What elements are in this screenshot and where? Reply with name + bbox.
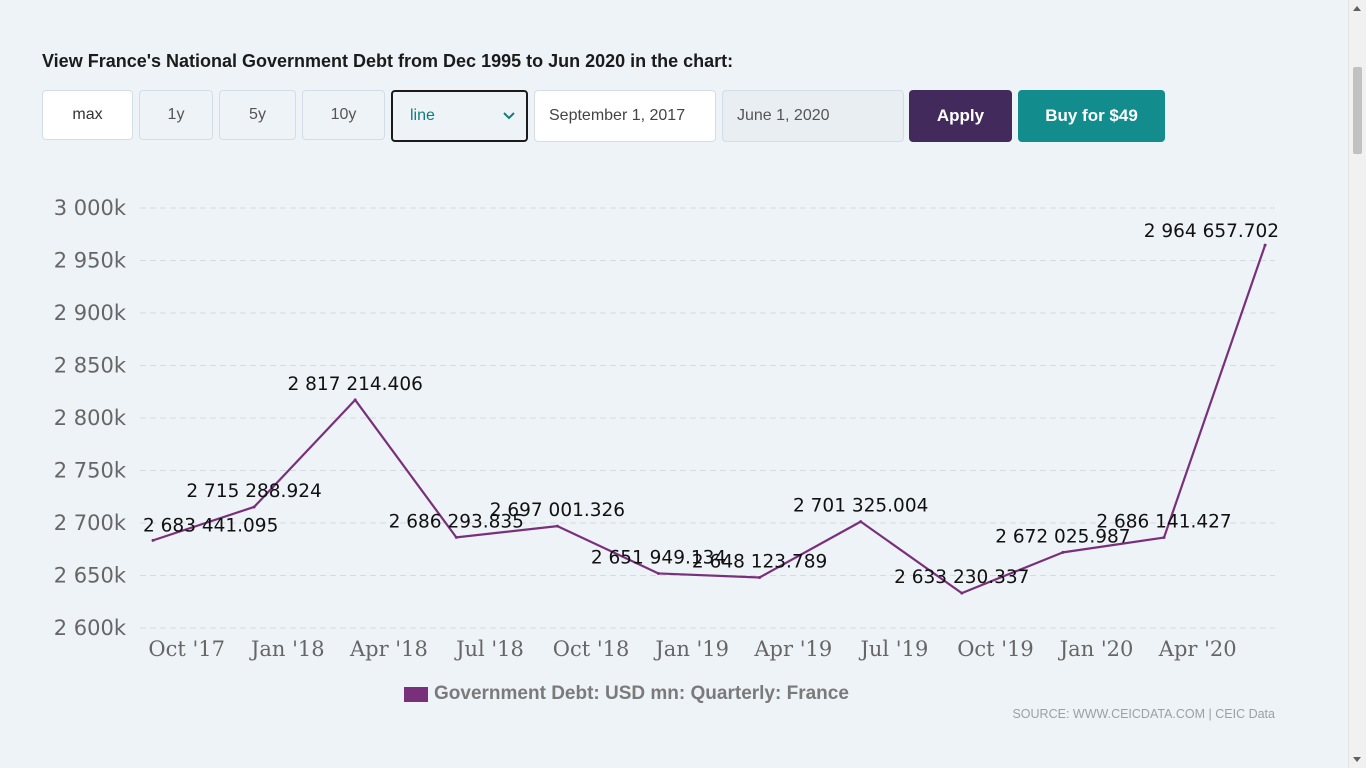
y-tick-label: 2 700k bbox=[54, 511, 127, 535]
range-1y-button[interactable]: 1y bbox=[139, 90, 213, 140]
x-tick-label: Jan '20 bbox=[1058, 637, 1134, 661]
data-label: 2 715 288.924 bbox=[186, 481, 321, 502]
data-point bbox=[960, 591, 964, 595]
x-tick-label: Oct '17 bbox=[148, 637, 225, 661]
data-point bbox=[1162, 536, 1166, 540]
y-tick-label: 2 850k bbox=[54, 354, 127, 378]
y-tick-label: 2 950k bbox=[54, 249, 127, 273]
chart-type-value: line bbox=[410, 107, 435, 124]
scrollbar-thumb[interactable] bbox=[1353, 67, 1362, 154]
range-10y-button[interactable]: 10y bbox=[302, 90, 385, 140]
start-date-input[interactable]: September 1, 2017 bbox=[534, 90, 716, 142]
x-tick-label: Apr '20 bbox=[1158, 637, 1237, 661]
x-tick-label: Jul '19 bbox=[858, 637, 928, 661]
data-point bbox=[454, 535, 458, 539]
apply-button[interactable]: Apply bbox=[909, 90, 1012, 142]
data-point bbox=[1061, 550, 1065, 554]
y-tick-label: 2 800k bbox=[54, 406, 127, 430]
y-tick-label: 2 600k bbox=[54, 616, 127, 640]
data-point bbox=[1263, 243, 1267, 247]
data-point bbox=[353, 398, 357, 402]
y-tick-label: 3 000k bbox=[54, 196, 127, 220]
data-label: 2 672 025.987 bbox=[995, 526, 1130, 547]
x-tick-label: Jul '18 bbox=[454, 637, 524, 661]
y-tick-label: 2 900k bbox=[54, 301, 127, 325]
data-point bbox=[859, 520, 863, 524]
data-label: 2 651 949.134 bbox=[591, 547, 726, 568]
end-date-input[interactable]: June 1, 2020 bbox=[722, 90, 904, 142]
x-tick-label: Jan '18 bbox=[249, 637, 325, 661]
chart-legend[interactable]: Government Debt: USD mn: Quarterly: Fran… bbox=[404, 683, 849, 705]
data-point bbox=[657, 571, 660, 575]
scroll-up-icon[interactable] bbox=[1353, 6, 1361, 11]
x-tick-label: Oct '18 bbox=[553, 637, 630, 661]
data-label: 2 648 123.789 bbox=[692, 551, 827, 572]
data-point bbox=[555, 524, 559, 528]
chevron-down-icon bbox=[503, 112, 515, 120]
data-point bbox=[758, 575, 762, 579]
legend-swatch bbox=[404, 686, 428, 702]
data-label: 2 701 325.004 bbox=[793, 496, 928, 517]
x-tick-label: Apr '18 bbox=[349, 637, 428, 661]
data-label: 2 633 230.337 bbox=[894, 567, 1029, 588]
buy-button[interactable]: Buy for $49 bbox=[1018, 90, 1165, 142]
data-label: 2 686 141.427 bbox=[1096, 512, 1231, 533]
data-label: 2 697 001.326 bbox=[490, 500, 625, 521]
y-tick-label: 2 750k bbox=[54, 459, 127, 483]
range-5y-button[interactable]: 5y bbox=[219, 90, 296, 140]
data-label: 2 686 293.835 bbox=[389, 511, 524, 532]
data-label: 2 964 657.702 bbox=[1144, 221, 1279, 242]
chart-type-select[interactable]: line bbox=[391, 90, 528, 142]
data-label: 2 683 441.095 bbox=[143, 515, 278, 536]
x-tick-label: Apr '19 bbox=[753, 637, 832, 661]
data-point bbox=[252, 505, 256, 509]
scroll-down-icon[interactable] bbox=[1353, 757, 1361, 762]
x-tick-label: Oct '19 bbox=[957, 637, 1034, 661]
source-credit: SOURCE: WWW.CEICDATA.COM | CEIC Data bbox=[1012, 707, 1275, 721]
x-tick-label: Jan '19 bbox=[653, 637, 729, 661]
range-max-button[interactable]: max bbox=[42, 90, 133, 140]
legend-label: Government Debt: USD mn: Quarterly: Fran… bbox=[434, 683, 849, 704]
data-label: 2 817 214.406 bbox=[288, 374, 423, 395]
series-line bbox=[152, 244, 1267, 595]
page-heading: View France's National Government Debt f… bbox=[42, 51, 734, 71]
data-point bbox=[151, 538, 155, 542]
y-tick-label: 2 650k bbox=[54, 564, 127, 588]
vertical-scrollbar[interactable] bbox=[1348, 0, 1366, 768]
